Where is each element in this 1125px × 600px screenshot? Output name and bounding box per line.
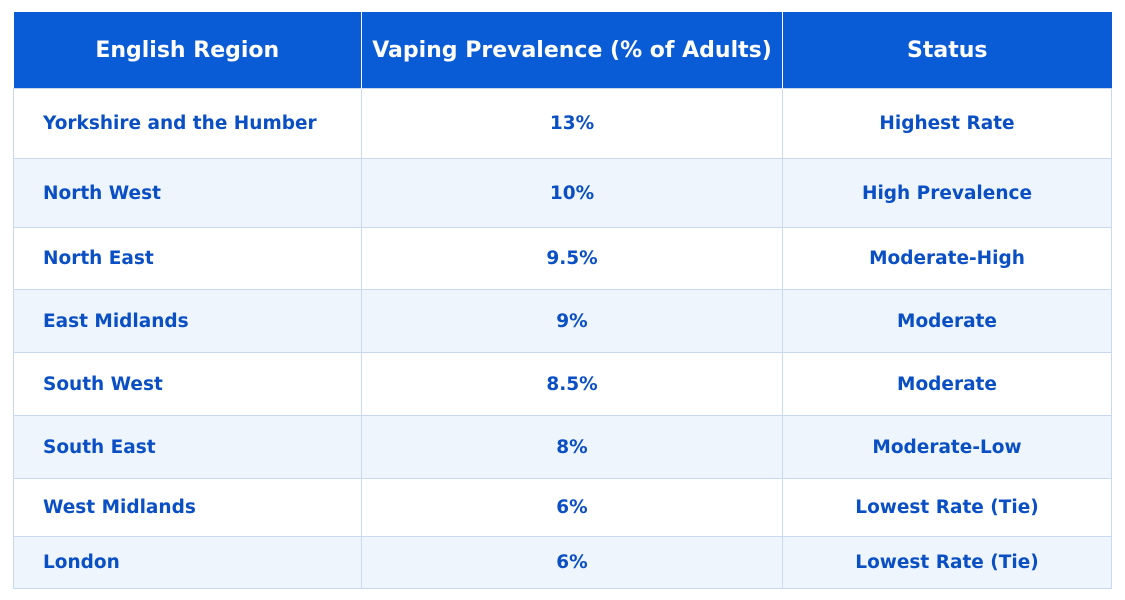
table-row: South West 8.5% Moderate [13, 352, 1112, 416]
status-cell: Moderate [782, 352, 1112, 416]
status-cell: Moderate [782, 289, 1112, 353]
region-cell: North West [13, 158, 362, 228]
prevalence-cell: 10% [361, 158, 783, 228]
header-status: Status [782, 12, 1112, 89]
status-cell: Highest Rate [782, 88, 1112, 159]
status-cell: Moderate-Low [782, 415, 1112, 479]
region-cell: West Midlands [13, 478, 362, 537]
prevalence-cell: 13% [361, 88, 783, 159]
table-row: South East 8% Moderate-Low [13, 415, 1112, 479]
vaping-prevalence-table-container: English Region Vaping Prevalence (% of A… [13, 12, 1112, 589]
table-body: Yorkshire and the Humber 13% Highest Rat… [13, 88, 1112, 589]
status-cell: Moderate-High [782, 227, 1112, 290]
prevalence-cell: 9.5% [361, 227, 783, 290]
status-cell: Lowest Rate (Tie) [782, 478, 1112, 537]
status-cell: Lowest Rate (Tie) [782, 536, 1112, 589]
table-row: West Midlands 6% Lowest Rate (Tie) [13, 478, 1112, 537]
table-row: Yorkshire and the Humber 13% Highest Rat… [13, 88, 1112, 159]
region-cell: North East [13, 227, 362, 290]
region-cell: London [13, 536, 362, 589]
prevalence-cell: 9% [361, 289, 783, 353]
prevalence-cell: 8.5% [361, 352, 783, 416]
table-row: London 6% Lowest Rate (Tie) [13, 536, 1112, 589]
status-cell: High Prevalence [782, 158, 1112, 228]
prevalence-cell: 6% [361, 478, 783, 537]
table-header: English Region Vaping Prevalence (% of A… [13, 12, 1112, 89]
table-row: North East 9.5% Moderate-High [13, 227, 1112, 290]
table-row: North West 10% High Prevalence [13, 158, 1112, 228]
table-row: East Midlands 9% Moderate [13, 289, 1112, 353]
prevalence-cell: 6% [361, 536, 783, 589]
region-cell: Yorkshire and the Humber [13, 88, 362, 159]
vaping-prevalence-table: English Region Vaping Prevalence (% of A… [13, 12, 1112, 589]
region-cell: South East [13, 415, 362, 479]
prevalence-cell: 8% [361, 415, 783, 479]
header-region: English Region [13, 12, 362, 89]
header-prevalence: Vaping Prevalence (% of Adults) [361, 12, 783, 89]
region-cell: South West [13, 352, 362, 416]
header-row: English Region Vaping Prevalence (% of A… [13, 12, 1112, 89]
region-cell: East Midlands [13, 289, 362, 353]
